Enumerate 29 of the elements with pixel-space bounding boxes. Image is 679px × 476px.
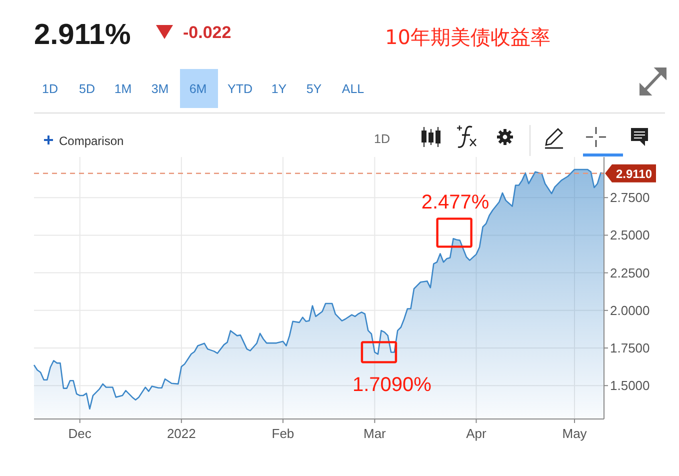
x-tick-label: Mar xyxy=(363,426,387,441)
text: 3M xyxy=(151,82,169,96)
text: 5Y xyxy=(306,82,322,96)
text: 1M xyxy=(114,82,132,96)
text: Comparison xyxy=(59,134,124,148)
y-tick-label: 2.7500 xyxy=(610,190,650,206)
y-tick-label: 2.5000 xyxy=(610,228,650,243)
x-tick-label: Dec xyxy=(68,426,92,441)
text: 2.911% xyxy=(34,19,131,51)
y-tick-label: 1.5000 xyxy=(610,378,650,394)
text: 5D xyxy=(79,82,95,96)
annotation: 1.7090% xyxy=(352,374,432,396)
ref-line-label: 2.9110 xyxy=(616,166,652,181)
y-tick-label: 2.2500 xyxy=(610,265,650,280)
chart-title: 10年期美债收益率 xyxy=(385,25,550,49)
x-tick-label: May xyxy=(562,426,588,441)
text: 1Y xyxy=(271,82,288,96)
text: 1D xyxy=(42,82,58,96)
text: YTD xyxy=(228,82,252,96)
x-tick-label: Apr xyxy=(466,426,488,441)
text: ALL xyxy=(342,82,364,96)
text: -0.022 xyxy=(183,23,232,42)
text: 6M xyxy=(189,82,207,96)
y-tick-label: 2.0000 xyxy=(610,302,650,318)
text: 1D xyxy=(374,132,390,146)
y-tick-label: 1.7500 xyxy=(610,340,650,356)
x-tick-label: Feb xyxy=(272,426,294,441)
annotation: 2.477% xyxy=(421,192,490,214)
x-tick-label: 2022 xyxy=(166,426,196,441)
